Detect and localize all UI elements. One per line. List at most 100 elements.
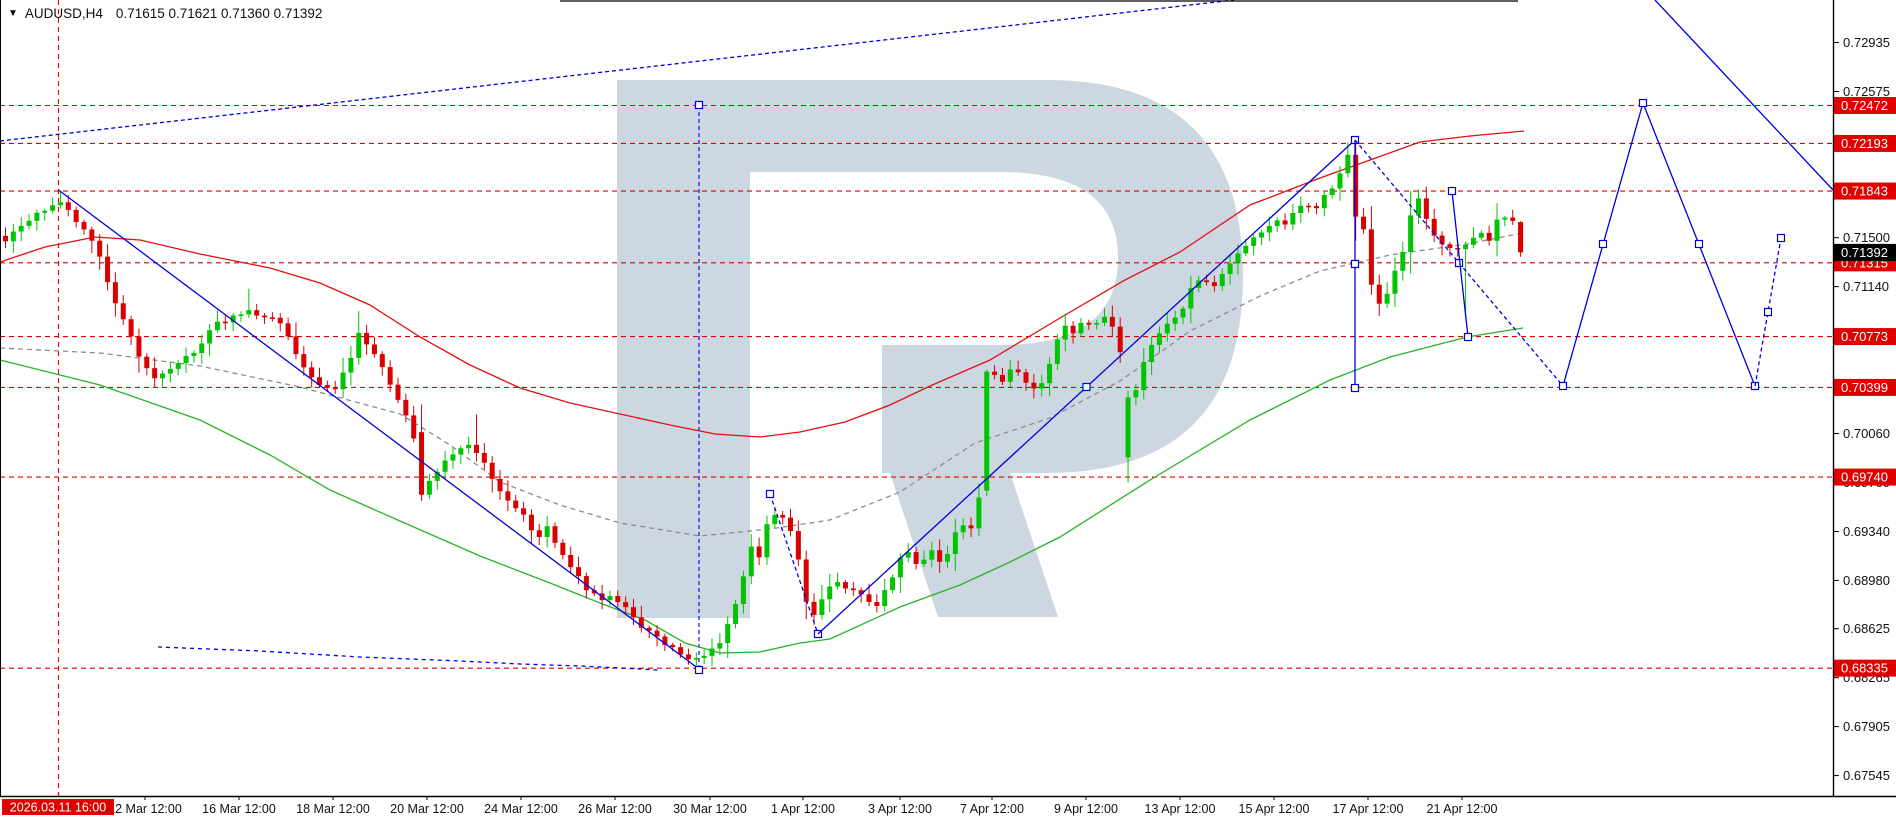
candle (269, 312, 275, 322)
selection-handle[interactable] (1694, 239, 1704, 249)
selection-handle[interactable] (1763, 307, 1773, 317)
candle (199, 334, 205, 364)
candle (788, 508, 793, 537)
candle (937, 539, 943, 573)
candle (929, 541, 935, 568)
candle (481, 443, 487, 470)
candle (293, 322, 299, 360)
candle (207, 324, 213, 357)
candle (419, 404, 425, 501)
svg-text:0.71843: 0.71843 (1841, 184, 1888, 199)
candle (568, 546, 574, 573)
candle (945, 545, 950, 568)
symbol-dropdown-icon[interactable]: ▼ (8, 7, 18, 19)
candle (1109, 305, 1115, 338)
selection-handle[interactable] (1558, 381, 1568, 391)
candle (803, 550, 809, 620)
trendline-desc[interactable] (58, 189, 700, 670)
time-tick-label: 18 Mar 12:00 (296, 802, 370, 816)
candle (332, 380, 338, 394)
candle (1007, 360, 1013, 388)
candle (1306, 202, 1312, 213)
candle (42, 208, 48, 221)
candle (992, 365, 998, 380)
candle (1164, 312, 1170, 342)
candle (552, 522, 558, 548)
selection-handle[interactable] (1638, 98, 1648, 108)
candle (1219, 268, 1225, 291)
candle (835, 572, 841, 590)
price-level-label: 0.70773 (1834, 328, 1896, 346)
selection-handle[interactable] (1082, 382, 1091, 392)
candle (505, 480, 511, 512)
candle (1266, 216, 1272, 242)
candle (10, 223, 16, 254)
forecast-zigzag[interactable] (1562, 100, 1756, 387)
candle (214, 310, 220, 333)
selection-handle[interactable] (694, 100, 704, 110)
candle (426, 473, 432, 499)
selection-handle[interactable] (1776, 233, 1786, 243)
selection-handle[interactable] (1350, 383, 1360, 393)
candle (1133, 383, 1139, 406)
candle (1408, 191, 1414, 274)
vertical-lines[interactable] (57, 0, 700, 796)
watermark-logo (617, 80, 1243, 618)
candle (1313, 202, 1319, 215)
price-level-label: 0.71392 (1834, 243, 1896, 261)
time-tick-label: 30 Mar 12:00 (673, 802, 747, 816)
candle (1039, 374, 1045, 397)
candle (371, 337, 377, 358)
svg-text:2026.03.11 16:00: 2026.03.11 16:00 (10, 801, 106, 815)
candle (1431, 208, 1437, 243)
time-tick-label: 1 Apr 12:00 (771, 802, 835, 816)
candle (65, 195, 71, 217)
candle (528, 509, 534, 545)
candle (1368, 206, 1374, 295)
selection-handle[interactable] (1598, 239, 1608, 249)
candle (458, 445, 464, 464)
candle (890, 574, 896, 594)
candle (976, 483, 982, 536)
candle (1400, 241, 1406, 281)
candle (1274, 217, 1280, 232)
band-upper (0, 130, 1525, 438)
price-level-label: 0.70399 (1834, 378, 1896, 396)
selection-handle[interactable] (765, 489, 775, 499)
axis-frame (0, 0, 1896, 798)
band-lower (0, 327, 1524, 654)
candle (183, 347, 189, 373)
selection-handle[interactable] (1447, 186, 1457, 196)
time-tick-label: 3 Apr 12:00 (868, 802, 932, 816)
price-axis[interactable]: 0.729350.725750.722150.718550.715000.711… (1833, 35, 1896, 783)
price-level-label: 0.69740 (1834, 468, 1896, 486)
candle (1384, 282, 1390, 308)
candle (1054, 334, 1060, 370)
time-axis[interactable]: 12 Mar 12:00 16 Mar 12:00 18 Mar 12:00 20 M… (2, 796, 1497, 816)
candle (230, 313, 236, 332)
seg-dashed-a[interactable] (769, 493, 819, 635)
selection-handle[interactable] (694, 665, 704, 675)
candle (772, 508, 778, 528)
svg-text:0.70773: 0.70773 (1841, 329, 1888, 344)
candle (89, 226, 95, 254)
candle (1494, 203, 1500, 257)
candle (1094, 319, 1100, 330)
seg-steep[interactable] (1451, 190, 1469, 338)
candle (112, 272, 118, 317)
line-upper-right[interactable] (1654, 0, 1834, 191)
analysis-objects[interactable] (0, 0, 1834, 675)
time-tick-label: 7 Apr 12:00 (960, 802, 1024, 816)
candle (1321, 190, 1327, 217)
candle (709, 638, 715, 667)
selection-handle[interactable] (1463, 332, 1473, 342)
candle (246, 288, 252, 318)
candle (921, 550, 927, 568)
band-low-dashed (157, 646, 659, 671)
selection-handle[interactable] (1350, 259, 1360, 269)
time-tick-label: 21 Apr 12:00 (1427, 802, 1498, 816)
candle (1416, 189, 1421, 224)
candle (1376, 274, 1382, 316)
candle (1180, 306, 1186, 325)
